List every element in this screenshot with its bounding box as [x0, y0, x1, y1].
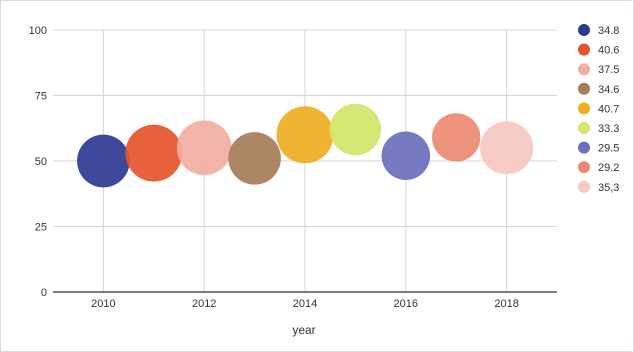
bubble-2010[interactable]: [77, 134, 130, 188]
bubble-2018[interactable]: [480, 121, 534, 175]
legend-swatch: [578, 63, 590, 76]
legend-swatch: [578, 122, 590, 134]
legend-label: 29.5: [598, 143, 619, 155]
bubble-2011[interactable]: [125, 124, 183, 182]
bubble-2015[interactable]: [329, 103, 382, 156]
legend: 34.8 40.6 37.5 34.6 40.7 33.3 29.5 29.2 35,3: [578, 24, 619, 194]
x-axis-title: year: [292, 323, 315, 337]
legend-label: 35,3: [598, 182, 619, 194]
y-tick-label: 50: [35, 156, 47, 168]
bubble-2012[interactable]: [176, 120, 232, 176]
x-tick-label: 2010: [91, 298, 115, 310]
bubble-2016[interactable]: [381, 131, 431, 181]
x-tick-label: 2012: [192, 298, 216, 310]
legend-swatch: [578, 141, 590, 154]
legend-swatch: [578, 82, 590, 95]
x-tick-label: 2014: [293, 298, 317, 310]
legend-label: 34.6: [598, 84, 619, 96]
y-tick-label: 0: [41, 287, 47, 299]
bubble-2014[interactable]: [276, 106, 334, 164]
bubble-2013[interactable]: [228, 132, 281, 185]
legend-swatch: [578, 161, 590, 174]
y-tick-label: 100: [29, 25, 47, 37]
legend-label: 33.3: [598, 123, 619, 135]
legend-label: 37.5: [598, 64, 619, 76]
bubble-2017[interactable]: [432, 113, 481, 162]
y-tick-label: 75: [35, 91, 47, 103]
y-tick-label: 25: [35, 222, 47, 234]
legend-label: 40.6: [598, 45, 619, 57]
legend-swatch: [578, 102, 590, 115]
legend-label: 40.7: [598, 103, 619, 115]
legend-swatch: [578, 180, 590, 193]
legend-label: 29.2: [598, 162, 619, 174]
x-tick-label: 2018: [494, 298, 518, 310]
legend-swatch: [578, 24, 590, 36]
legend-swatch: [578, 43, 590, 56]
tick-labels: 0 25 50 75 100 2010 2012 2014 2016 2018: [29, 25, 519, 310]
x-tick-label: 2016: [394, 298, 418, 310]
legend-label: 34.8: [598, 25, 619, 37]
bubble-series: [77, 103, 534, 188]
